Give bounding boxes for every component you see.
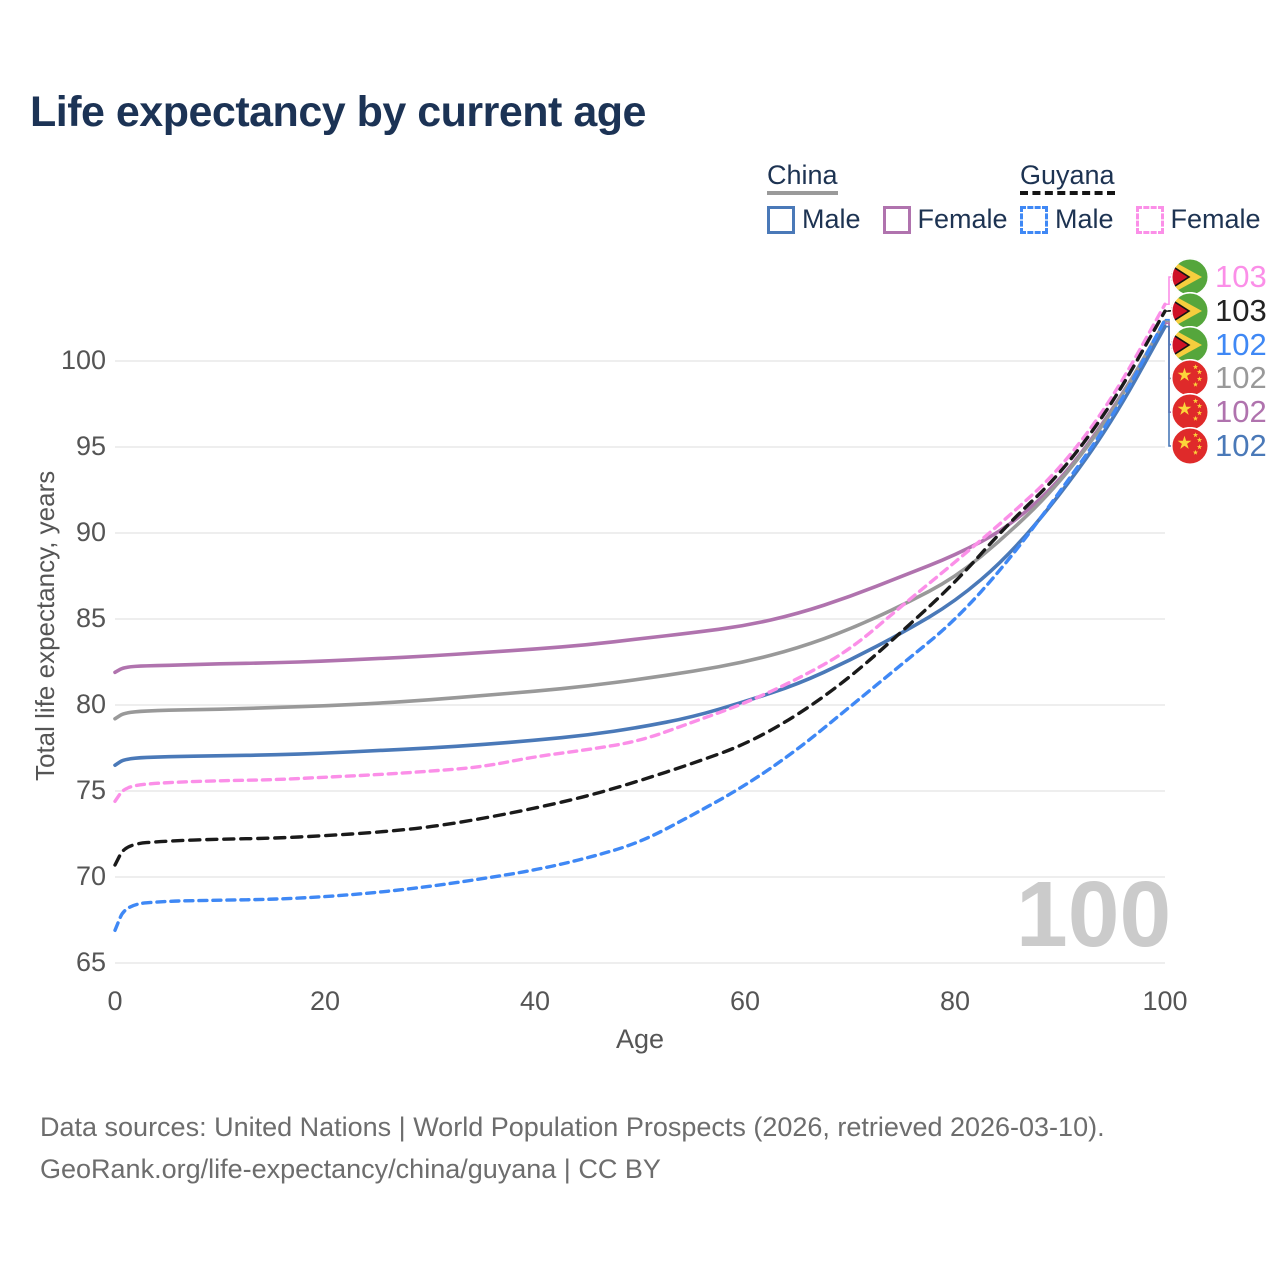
y-tick-label: 80 bbox=[75, 689, 106, 719]
gridlines bbox=[115, 360, 1165, 964]
guyana-flag-icon bbox=[1171, 258, 1209, 296]
legend-item-china-male: Male bbox=[767, 204, 861, 235]
end-label-row[interactable]: 102 bbox=[1171, 359, 1267, 397]
source-line-2: GeoRank.org/life-expectancy/china/guyana… bbox=[40, 1154, 661, 1184]
x-tick-label: 100 bbox=[1142, 986, 1188, 1016]
series-line-guyana-female bbox=[113, 302, 1167, 804]
legend-label: Male bbox=[1055, 204, 1114, 234]
legend-title-china: China bbox=[767, 160, 838, 195]
x-axis-title: Age bbox=[615, 1024, 665, 1054]
legend-item-china-female: Female bbox=[882, 204, 1008, 235]
guyana-female-swatch-icon bbox=[1135, 205, 1164, 234]
x-tick-label: 20 bbox=[309, 986, 341, 1016]
y-tick-label: 90 bbox=[75, 517, 106, 547]
hover-age-watermark: 100 bbox=[1016, 862, 1172, 966]
guyana-flag-icon bbox=[1171, 292, 1209, 330]
legend-item-guyana-female: Female bbox=[1135, 204, 1261, 235]
china-female-swatch-icon bbox=[882, 205, 911, 234]
data-source-note: Data sources: United Nations | World Pop… bbox=[40, 1106, 1105, 1190]
end-label-value: 103 bbox=[1215, 259, 1267, 294]
china-male-swatch-icon bbox=[767, 205, 795, 234]
x-tick-label: 0 bbox=[107, 986, 123, 1016]
series-line-china-female bbox=[113, 321, 1167, 675]
end-label-value: 102 bbox=[1215, 394, 1267, 430]
legend-label: Male bbox=[802, 204, 861, 234]
x-tick-label: 60 bbox=[729, 986, 761, 1016]
legend-label: Female bbox=[917, 204, 1008, 234]
y-tick-label: 75 bbox=[75, 775, 106, 805]
y-tick-label: 70 bbox=[75, 861, 106, 891]
x-tick-label: 80 bbox=[939, 986, 971, 1016]
y-tick-label: 95 bbox=[75, 431, 106, 461]
series-line-guyana-total bbox=[113, 309, 1167, 867]
y-tick-label: 85 bbox=[75, 603, 106, 633]
guyana-flag-icon bbox=[1171, 326, 1209, 364]
end-label-value: 103 bbox=[1215, 292, 1267, 328]
end-label-value: 102 bbox=[1215, 326, 1267, 362]
series-lines bbox=[113, 302, 1167, 933]
legend-group-china: China Male Female bbox=[767, 160, 1008, 235]
page-title: Life expectancy by current age bbox=[30, 88, 646, 136]
legend-item-guyana-male: Male bbox=[1020, 204, 1114, 235]
end-label-value: 102 bbox=[1215, 428, 1267, 463]
end-label-row[interactable]: 102 bbox=[1171, 393, 1267, 431]
china-flag-icon bbox=[1171, 427, 1209, 465]
end-label-row[interactable]: 102 bbox=[1171, 427, 1267, 465]
y-tick-label: 100 bbox=[60, 345, 106, 375]
china-flag-icon bbox=[1171, 393, 1209, 431]
china-flag-icon bbox=[1171, 359, 1209, 397]
end-label-row[interactable]: 103 bbox=[1171, 292, 1267, 330]
end-label-row[interactable]: 102 bbox=[1171, 326, 1267, 364]
series-line-guyana-male bbox=[113, 318, 1167, 933]
series-line-china-total bbox=[113, 319, 1167, 721]
end-label-value: 102 bbox=[1215, 360, 1267, 396]
source-line-1: Data sources: United Nations | World Pop… bbox=[40, 1112, 1105, 1142]
legend-group-guyana: Guyana Male Female bbox=[1020, 160, 1261, 235]
legend-title-guyana: Guyana bbox=[1020, 160, 1115, 195]
x-tick-label: 40 bbox=[519, 986, 551, 1016]
legend-label: Female bbox=[1170, 204, 1261, 234]
series-line-china-male bbox=[113, 324, 1167, 767]
end-label-row[interactable]: 103 bbox=[1171, 258, 1267, 296]
y-tick-label: 65 bbox=[75, 947, 106, 977]
guyana-male-swatch-icon bbox=[1020, 205, 1048, 234]
